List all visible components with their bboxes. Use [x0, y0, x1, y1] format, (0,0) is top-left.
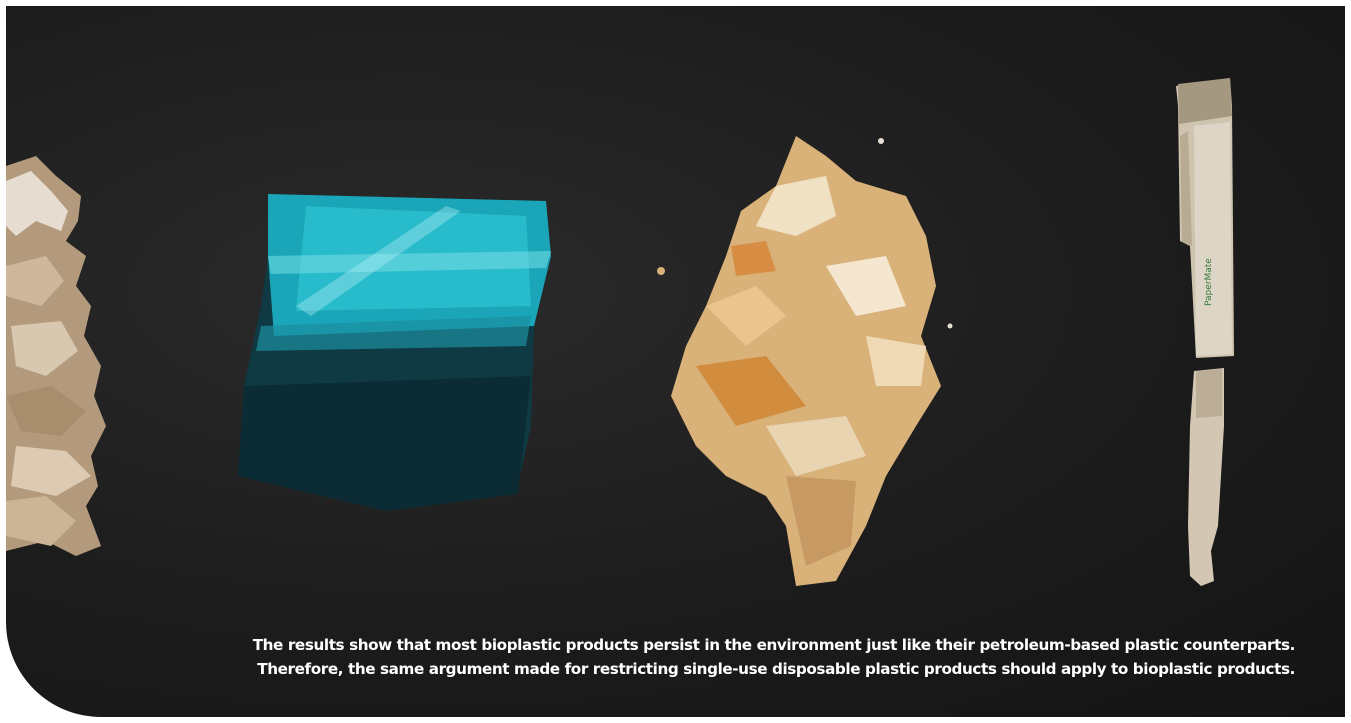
photo: PaperMate The results show that most bio…	[6, 6, 1345, 717]
caption: The results show that most bioplastic pr…	[252, 633, 1296, 681]
teal-plastic-bag	[238, 194, 551, 511]
pen-brand-text: PaperMate	[1204, 258, 1214, 306]
scene-illustration: PaperMate	[6, 78, 1234, 586]
shredded-paper-pile	[6, 156, 106, 556]
caption-line-2: Therefore, the same argument made for re…	[257, 660, 1295, 678]
pen: PaperMate	[1176, 78, 1234, 586]
caption-line-1: The results show that most bioplastic pr…	[252, 636, 1296, 654]
flakes-pile	[657, 136, 953, 586]
